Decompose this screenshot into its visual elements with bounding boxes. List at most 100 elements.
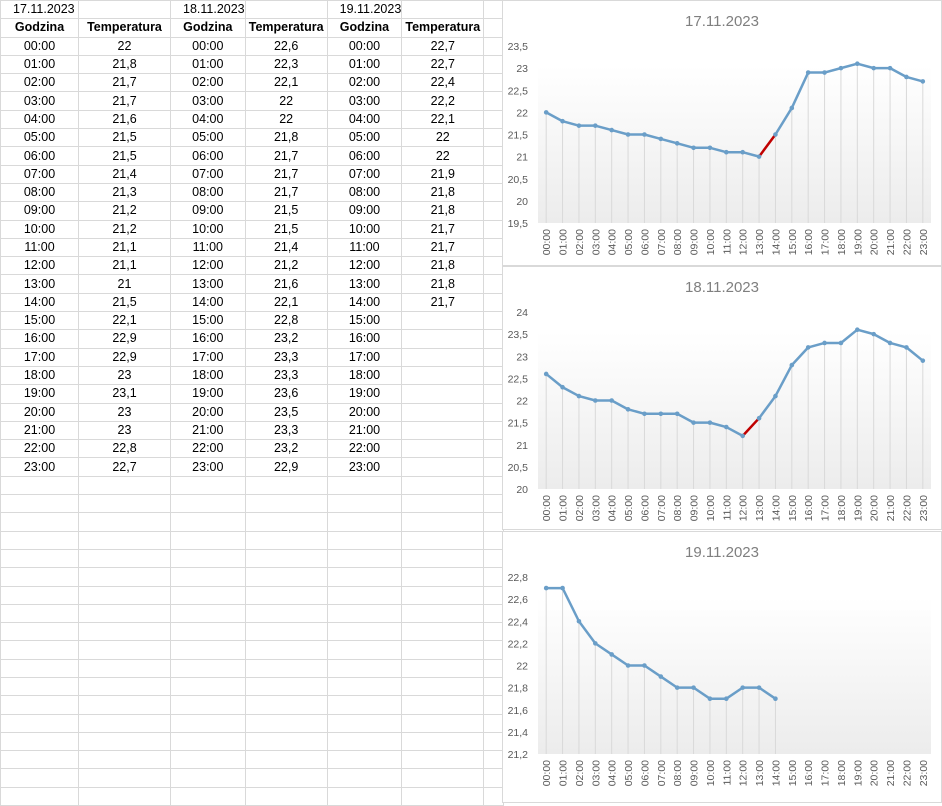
cell[interactable] [483, 274, 505, 294]
header-godzina[interactable]: Godzina [170, 18, 246, 38]
temperature-cell[interactable]: 21,5 [78, 146, 171, 166]
hour-cell[interactable]: 03:00 [326, 91, 403, 111]
temperature-cell[interactable]: 22 [78, 36, 171, 56]
cell[interactable] [326, 530, 403, 550]
temperature-cell[interactable]: 22,8 [78, 439, 171, 459]
cell[interactable] [483, 603, 505, 624]
cell[interactable] [78, 750, 171, 770]
cell[interactable] [0, 695, 79, 715]
cell[interactable] [483, 347, 505, 367]
cell[interactable] [326, 676, 403, 697]
temperature-cell[interactable]: 21,8 [401, 182, 485, 203]
cell[interactable] [483, 567, 505, 587]
cell[interactable] [483, 182, 505, 203]
cell[interactable] [78, 475, 171, 496]
hour-cell[interactable]: 07:00 [326, 164, 403, 184]
cell[interactable] [326, 713, 403, 733]
cell[interactable] [170, 750, 246, 770]
cell[interactable] [326, 622, 403, 642]
cell[interactable] [483, 219, 505, 239]
cell[interactable] [483, 420, 505, 441]
cell[interactable] [170, 475, 246, 496]
hour-cell[interactable]: 23:00 [170, 457, 246, 477]
hour-cell[interactable]: 12:00 [0, 256, 79, 276]
temperature-cell[interactable]: 21,7 [401, 219, 485, 239]
hour-cell[interactable]: 12:00 [170, 256, 246, 276]
cell[interactable] [483, 0, 505, 20]
cell[interactable] [401, 567, 485, 587]
cell[interactable] [483, 109, 505, 130]
temperature-cell[interactable]: 23,6 [244, 384, 328, 404]
temperature-cell[interactable]: 23 [78, 365, 171, 386]
cell[interactable] [170, 676, 246, 697]
cell[interactable] [326, 475, 403, 496]
cell[interactable] [483, 457, 505, 477]
cell[interactable] [326, 640, 403, 660]
hour-cell[interactable]: 17:00 [170, 347, 246, 367]
cell[interactable] [483, 73, 505, 93]
temperature-cell[interactable]: 23,3 [244, 347, 328, 367]
cell[interactable] [326, 603, 403, 624]
hour-cell[interactable]: 03:00 [0, 91, 79, 111]
hour-cell[interactable]: 07:00 [170, 164, 246, 184]
cell[interactable] [326, 750, 403, 770]
temperature-cell[interactable]: 22,9 [78, 329, 171, 349]
cell[interactable] [244, 695, 328, 715]
cell[interactable] [78, 768, 171, 788]
chart-17-11-2023[interactable]: 17.11.2023 19,5 20 20,5 21 21,5 22 22,5 23 23,5 00… [502, 0, 942, 266]
hour-cell[interactable]: 17:00 [326, 347, 403, 367]
temperature-cell[interactable]: 21,6 [244, 274, 328, 294]
hour-cell[interactable]: 14:00 [170, 292, 246, 313]
hour-cell[interactable]: 06:00 [0, 146, 79, 166]
temperature-cell[interactable]: 22,7 [78, 457, 171, 477]
cell[interactable] [483, 530, 505, 550]
temperature-cell[interactable]: 22,1 [78, 311, 171, 331]
cell[interactable] [78, 585, 171, 605]
hour-cell[interactable]: 15:00 [326, 311, 403, 331]
hour-cell[interactable]: 14:00 [0, 292, 79, 313]
cell[interactable] [401, 658, 485, 678]
hour-cell[interactable]: 16:00 [170, 329, 246, 349]
hour-cell[interactable]: 11:00 [326, 237, 403, 258]
cell[interactable] [78, 603, 171, 624]
temperature-cell[interactable]: 22,2 [401, 91, 485, 111]
cell[interactable] [326, 658, 403, 678]
cell[interactable] [78, 548, 171, 569]
cell[interactable] [0, 530, 79, 550]
hour-cell[interactable]: 21:00 [326, 420, 403, 441]
cell[interactable] [0, 731, 79, 752]
hour-cell[interactable]: 13:00 [0, 274, 79, 294]
temperature-cell[interactable]: 23 [78, 420, 171, 441]
cell[interactable] [170, 494, 246, 514]
hour-cell[interactable]: 12:00 [326, 256, 403, 276]
cell[interactable] [401, 365, 485, 386]
cell[interactable] [326, 585, 403, 605]
cell[interactable] [78, 567, 171, 587]
hour-cell[interactable]: 02:00 [0, 73, 79, 93]
cell[interactable] [483, 786, 505, 806]
cell[interactable] [483, 713, 505, 733]
cell[interactable] [401, 731, 485, 752]
cell[interactable] [170, 658, 246, 678]
cell[interactable] [483, 237, 505, 258]
temperature-cell[interactable]: 22,6 [244, 36, 328, 56]
cell[interactable] [483, 768, 505, 788]
hour-cell[interactable]: 20:00 [0, 402, 79, 422]
temperature-cell[interactable]: 21,5 [244, 201, 328, 221]
hour-cell[interactable]: 22:00 [0, 439, 79, 459]
hour-cell[interactable]: 14:00 [326, 292, 403, 313]
cell[interactable] [483, 256, 505, 276]
hour-cell[interactable]: 09:00 [170, 201, 246, 221]
temperature-cell[interactable]: 22 [244, 109, 328, 130]
hour-cell[interactable]: 01:00 [326, 54, 403, 75]
temperature-cell[interactable]: 21,2 [244, 256, 328, 276]
temperature-cell[interactable]: 21,2 [78, 201, 171, 221]
cell[interactable] [326, 512, 403, 532]
cell[interactable] [244, 530, 328, 550]
cell[interactable] [326, 567, 403, 587]
hour-cell[interactable]: 13:00 [326, 274, 403, 294]
cell[interactable] [401, 512, 485, 532]
cell[interactable] [483, 439, 505, 459]
cell[interactable] [170, 548, 246, 569]
hour-cell[interactable]: 01:00 [170, 54, 246, 75]
